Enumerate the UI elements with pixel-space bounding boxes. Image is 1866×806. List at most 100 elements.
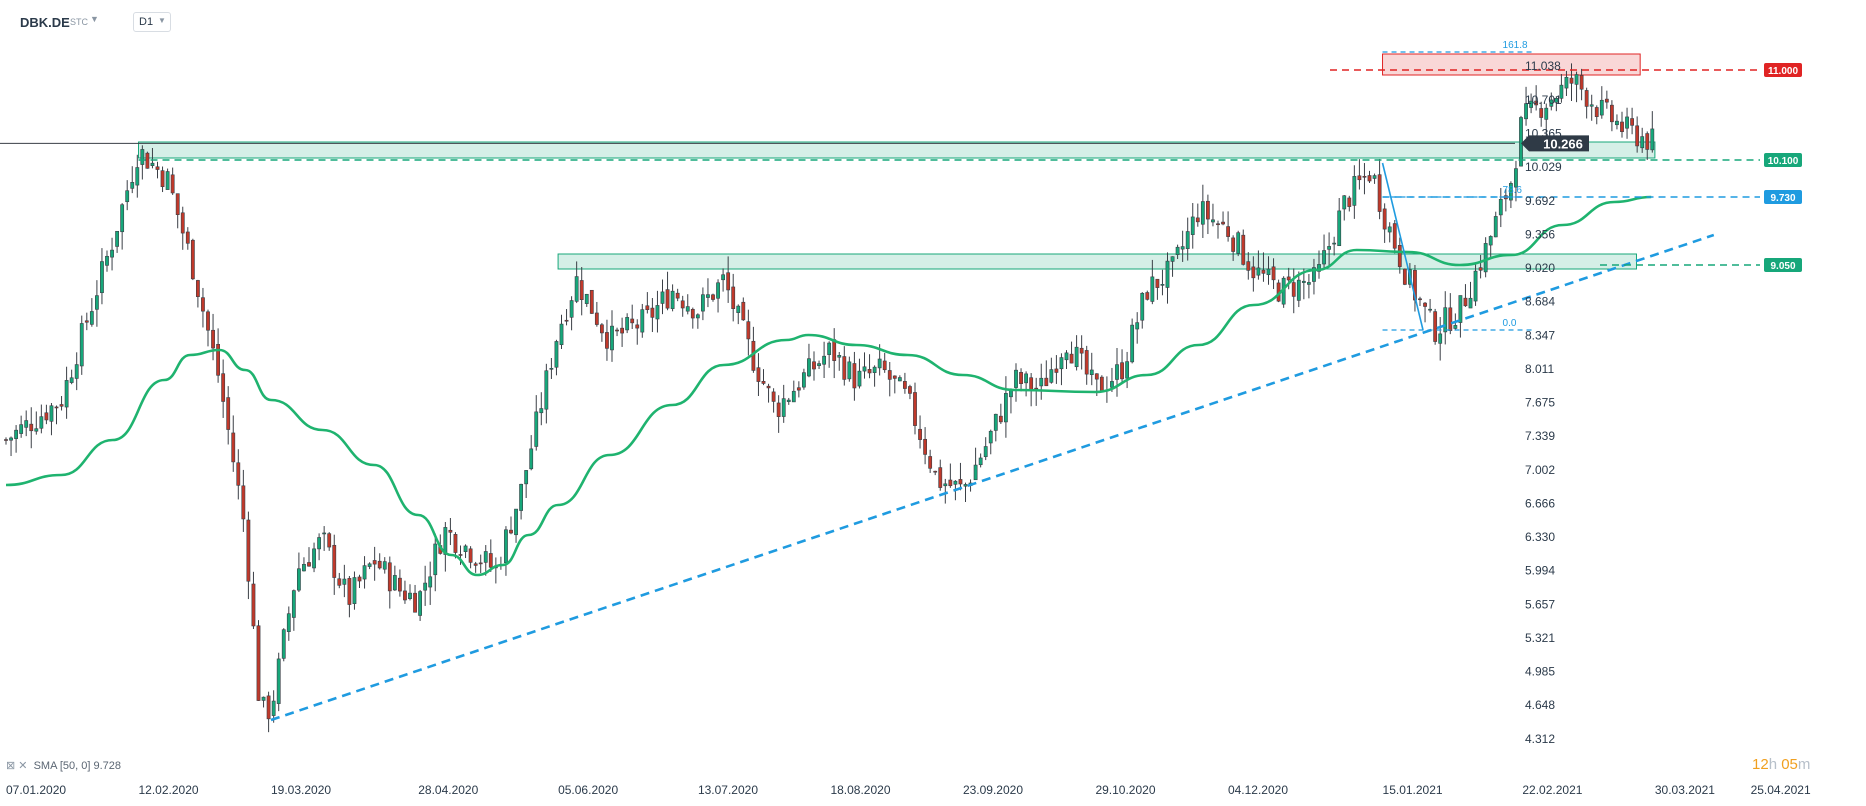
candle-body (221, 373, 226, 402)
support-zone-10.100 (138, 141, 1656, 159)
timer-minutes-unit: m (1797, 756, 1811, 773)
candle-body (943, 483, 948, 487)
candle-body (1301, 280, 1306, 283)
candle-body (923, 438, 928, 455)
symbol-label[interactable]: DBK.DE (20, 15, 70, 30)
candle-body (1195, 217, 1200, 223)
candle-body (605, 332, 609, 349)
candle-body (367, 563, 372, 567)
resistance-zone (1382, 53, 1641, 76)
candle-body (1443, 307, 1448, 333)
candle-body (857, 370, 862, 387)
candle-body (1221, 221, 1225, 225)
candle-body (478, 562, 483, 565)
candle-body (155, 166, 160, 170)
candle-body (1650, 128, 1655, 151)
candle-body (766, 385, 771, 389)
candle-body (1463, 297, 1468, 307)
date-tick-label: 15.01.2021 (1383, 783, 1443, 797)
date-tick-label: 05.06.2020 (558, 783, 618, 797)
candle-body (1534, 100, 1539, 106)
interval-select[interactable]: D1 ▼ (133, 12, 171, 32)
candle-body (59, 404, 64, 407)
candle-body (1135, 322, 1140, 330)
date-tick-label: 22.02.2021 (1522, 783, 1582, 797)
current-price-tag (1521, 135, 1589, 152)
candle-body (1604, 98, 1609, 103)
candle-body (721, 274, 726, 281)
ascending-trendline (270, 233, 1715, 722)
candle-body (1206, 200, 1210, 220)
candle-body (231, 432, 236, 463)
price-tick-label: 9.692 (1525, 194, 1555, 208)
legend-settings-icon[interactable]: ⊠ ✕ (6, 760, 28, 772)
level-badge-text: 9.730 (1770, 193, 1795, 204)
candle-body (1165, 260, 1170, 288)
price-tick-label: 7.339 (1525, 429, 1555, 443)
candle-body (296, 568, 301, 591)
date-tick-label: 04.12.2020 (1228, 783, 1288, 797)
candle-body (1524, 103, 1528, 120)
candle-body (483, 551, 488, 563)
time-axis[interactable]: 07.01.2020 12.02.2020 19.03.2020 28.04.2020… (6, 783, 1811, 797)
candle-body (1130, 324, 1135, 363)
candle-body (281, 629, 286, 659)
candle-body (1387, 226, 1392, 233)
candle-body (746, 321, 751, 340)
date-tick-label: 28.04.2020 (418, 783, 478, 797)
candle-body (579, 280, 584, 300)
candle-body (115, 230, 120, 247)
level-badge-text: 9.050 (1770, 261, 1795, 272)
candle-body (1145, 292, 1150, 300)
candle-body (1216, 223, 1220, 226)
candle-body (160, 170, 165, 188)
candle-body (1539, 108, 1544, 118)
candle-body (1322, 250, 1326, 265)
level-badge-10.100 (1764, 153, 1802, 167)
candle-body (1377, 174, 1382, 212)
candle-body (1615, 120, 1619, 126)
candle-body (1226, 226, 1231, 237)
candle-body (185, 231, 190, 244)
candle-body (1079, 347, 1084, 354)
zones-layer (138, 53, 1656, 270)
candle-body (655, 305, 660, 320)
candle-body (685, 306, 690, 312)
candle-body (1493, 216, 1498, 238)
candle-body (807, 358, 811, 377)
candle-body (377, 560, 382, 569)
candle-body (1029, 377, 1034, 392)
date-tick-label: 29.10.2020 (1095, 783, 1155, 797)
candle-body (1039, 377, 1044, 387)
timer-hours-unit: h (1768, 756, 1778, 773)
candle-body (559, 323, 564, 346)
price-tick-label: 5.994 (1525, 564, 1555, 578)
candle-body (731, 286, 736, 309)
candle-body (1049, 369, 1054, 383)
sma-legend[interactable]: ⊠ ✕ SMA [50, 0] 9.728 (6, 759, 121, 772)
candle-body (695, 314, 700, 319)
candle-body (1115, 364, 1119, 380)
candle-body (1160, 284, 1165, 286)
price-tick-label: 4.312 (1525, 732, 1555, 746)
candle-body (862, 366, 867, 372)
candle-body (1367, 175, 1372, 182)
fibonacci-level-label: 161.8 (1503, 40, 1528, 51)
candle-body (1231, 237, 1236, 252)
candle-body (716, 282, 720, 299)
candle-body (706, 294, 710, 298)
candle-body (630, 318, 635, 324)
candle-body (781, 398, 786, 417)
candle-body (1453, 325, 1458, 329)
candle-body (1312, 267, 1316, 282)
candle-body (14, 429, 19, 439)
candle-body (266, 695, 271, 720)
sma-line (5, 195, 1652, 577)
candle-body (650, 307, 655, 318)
symbol-dropdown-icon[interactable]: ▼ (90, 14, 99, 24)
candle-body (1342, 195, 1347, 210)
candle-body (1125, 361, 1130, 379)
price-axis[interactable]: 11.03810.70110.36510.0299.6929.3569.0208… (1521, 59, 1589, 746)
candle-body (1433, 311, 1438, 342)
